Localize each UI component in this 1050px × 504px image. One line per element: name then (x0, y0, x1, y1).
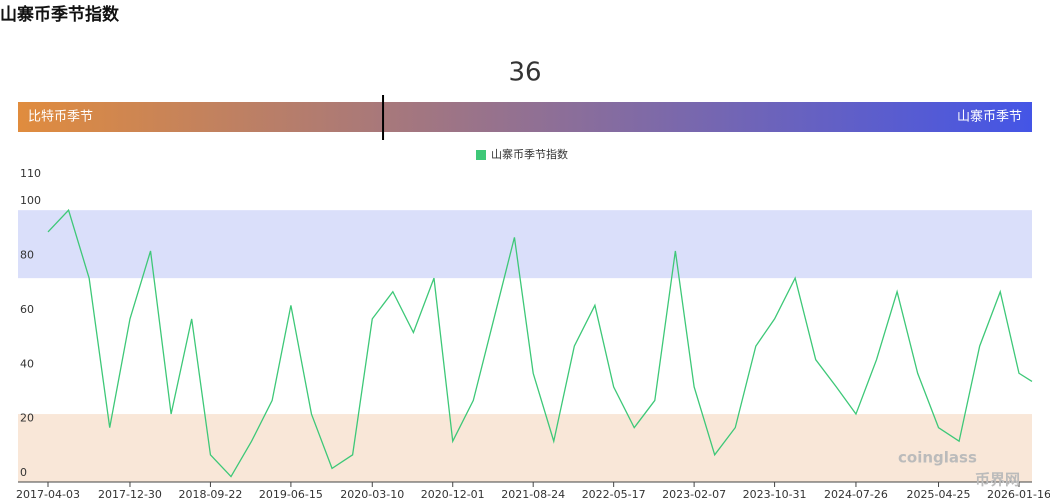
y-tick-label: 60 (20, 303, 34, 316)
y-tick-label: 20 (20, 412, 34, 425)
x-tick-label: 2023-10-31 (743, 488, 807, 501)
y-tick-label: 110 (20, 167, 41, 180)
y-tick-label: 80 (20, 249, 34, 262)
x-tick-label: 2017-12-30 (98, 488, 162, 501)
x-tick-label: 2022-05-17 (582, 488, 646, 501)
gauge-right-label: 山寨币季节 (957, 109, 1022, 125)
x-tick-label: 2026-01-16 (987, 488, 1050, 501)
gauge-bar (18, 102, 1032, 132)
watermark: 币界网 (975, 471, 1020, 489)
legend-label: 山寨币季节指数 (491, 147, 568, 161)
x-tick-label: 2020-03-10 (340, 488, 404, 501)
x-tick-label: 2021-08-24 (501, 488, 565, 501)
watermark: coinglass (898, 449, 977, 467)
x-tick-label: 2018-09-22 (178, 488, 242, 501)
x-tick-label: 2019-06-15 (259, 488, 323, 501)
gauge-left-label: 比特币季节 (28, 110, 93, 125)
y-tick-label: 0 (20, 466, 27, 479)
y-tick-label: 40 (20, 357, 34, 370)
x-tick-label: 2023-02-07 (662, 488, 726, 501)
x-tick-label: 2020-12-01 (421, 488, 485, 501)
x-tick-label: 2024-07-26 (824, 488, 888, 501)
gauge-value: 36 (508, 58, 541, 88)
y-tick-label: 100 (20, 194, 41, 207)
page-title: 山寨币季节指数 (0, 4, 120, 25)
band (18, 210, 1032, 279)
x-tick-label: 2025-04-25 (907, 488, 971, 501)
x-tick-label: 2017-04-03 (16, 488, 80, 501)
band (18, 414, 1032, 482)
legend-swatch (476, 150, 486, 160)
series-line (47, 208, 1033, 478)
